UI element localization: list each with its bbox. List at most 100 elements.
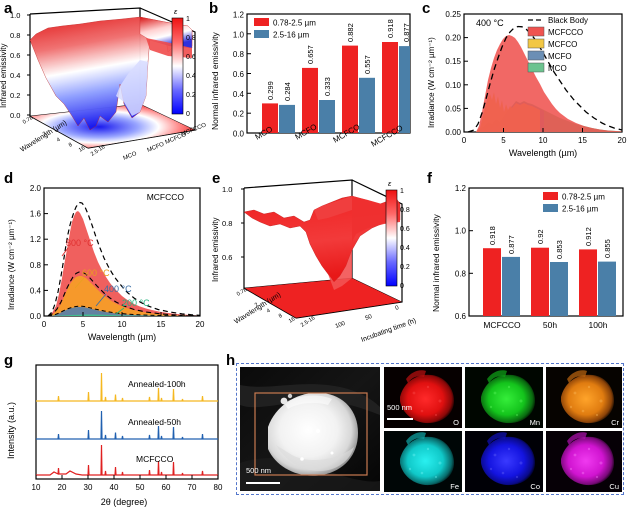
svg-text:0.333: 0.333 bbox=[323, 77, 332, 96]
trace-annealed-50h bbox=[36, 410, 218, 440]
svg-text:0.78-2.5 µm: 0.78-2.5 µm bbox=[562, 193, 605, 202]
svg-text:1.0: 1.0 bbox=[10, 11, 20, 20]
svg-text:0.877: 0.877 bbox=[507, 235, 516, 254]
panel-g-xaxis-label: 2θ (degree) bbox=[101, 497, 148, 507]
panel-a-colorbar-title: ε bbox=[174, 7, 178, 16]
panel-f: f 0.6 0.8 1.0 1.2 Normal infrared emissi… bbox=[425, 170, 630, 355]
panel-e-colorbar-title: ε bbox=[388, 179, 392, 188]
svg-text:5: 5 bbox=[501, 136, 506, 145]
svg-text:0.2: 0.2 bbox=[233, 110, 245, 119]
panel-g-trace-label-1: Annealed-50h bbox=[128, 417, 181, 427]
panel-f-yaxis-label: Normal infrared emissivity bbox=[431, 213, 441, 312]
svg-text:MCFCCO: MCFCCO bbox=[548, 28, 583, 37]
panel-a: a bbox=[0, 0, 208, 170]
eds-map-fe: Fe bbox=[384, 431, 462, 492]
svg-text:0.05: 0.05 bbox=[445, 104, 461, 113]
svg-text:0.853: 0.853 bbox=[555, 240, 564, 259]
panel-c-annotation: 400 °C bbox=[476, 18, 504, 28]
panel-f-cat-0: MCFCCO bbox=[483, 320, 521, 330]
svg-text:0.918: 0.918 bbox=[386, 19, 395, 38]
eds-label-cr: Cr bbox=[611, 418, 619, 427]
svg-text:10: 10 bbox=[118, 320, 127, 329]
panel-c-legend: Black Body MCFCCO MCFCO MCFO MCO bbox=[527, 16, 588, 73]
panel-a-depth-mcfo: MCFO bbox=[147, 142, 166, 154]
svg-text:30: 30 bbox=[84, 483, 93, 492]
panel-a-label: a bbox=[4, 0, 13, 17]
eds-map-o: O 500 nm bbox=[384, 367, 462, 428]
svg-text:0.6: 0.6 bbox=[10, 51, 20, 60]
panel-g-trace-label-2: MCFCCO bbox=[136, 454, 174, 464]
svg-text:1.2: 1.2 bbox=[455, 184, 467, 193]
svg-text:0.0: 0.0 bbox=[233, 130, 245, 139]
panel-b-label: b bbox=[209, 0, 219, 17]
svg-text:15: 15 bbox=[578, 136, 587, 145]
svg-text:0.0: 0.0 bbox=[30, 312, 42, 321]
svg-text:0.78: 0.78 bbox=[236, 287, 248, 298]
bar-mcfcco-band2 bbox=[399, 46, 410, 133]
svg-text:0.10: 0.10 bbox=[445, 81, 461, 90]
svg-text:0.92: 0.92 bbox=[536, 229, 545, 244]
panel-d-plot: 0.0 0.4 0.8 1.2 1.6 2.0 Irradiance (W cm… bbox=[7, 184, 205, 342]
svg-text:0.78-2.5 µm: 0.78-2.5 µm bbox=[273, 19, 316, 28]
panel-g-trace-label-0: Annealed-100h bbox=[128, 379, 186, 389]
panel-a-depth-mcfcco: MCFCCO bbox=[181, 122, 208, 138]
panel-c-plot: 0.00 0.05 0.10 0.15 0.20 0.25 Irradiance… bbox=[427, 10, 627, 158]
trace-annealed-100h bbox=[36, 372, 218, 402]
svg-text:0.25: 0.25 bbox=[445, 10, 461, 19]
svg-text:16: 16 bbox=[288, 316, 296, 324]
bar-mcfcco-band1 bbox=[382, 42, 398, 133]
panel-c-yaxis-label: Irradiance (W cm⁻² µm⁻¹) bbox=[427, 37, 436, 128]
svg-text:8: 8 bbox=[278, 313, 284, 320]
bar-100h-band1 bbox=[579, 249, 597, 316]
svg-text:MCFO: MCFO bbox=[548, 52, 572, 61]
svg-text:1.0: 1.0 bbox=[455, 227, 467, 236]
svg-text:4: 4 bbox=[56, 137, 62, 144]
eds-label-o: O bbox=[453, 418, 459, 427]
svg-text:0: 0 bbox=[462, 136, 467, 145]
svg-text:MCO: MCO bbox=[548, 64, 567, 73]
svg-text:MCFCO: MCFCO bbox=[548, 40, 577, 49]
panel-c-xaxis-label: Wavelength (µm) bbox=[509, 148, 577, 158]
panel-d-label-800: 800 °C bbox=[66, 238, 94, 248]
eds-scale-bar-label: 500 nm bbox=[387, 403, 413, 412]
svg-text:60: 60 bbox=[162, 483, 171, 492]
panel-a-plot: 1.0 0.8 0.6 0.4 0.2 0.0 Infrared emissiv… bbox=[0, 7, 208, 162]
svg-text:0.2: 0.2 bbox=[400, 264, 410, 271]
svg-text:70: 70 bbox=[188, 483, 197, 492]
svg-text:2.0: 2.0 bbox=[30, 184, 42, 193]
svg-text:1: 1 bbox=[400, 188, 404, 195]
panel-f-cat-1: 50h bbox=[543, 320, 557, 330]
svg-text:0.6: 0.6 bbox=[222, 253, 232, 262]
trace-mcfcco bbox=[36, 444, 218, 476]
panel-a-depth-mco: MCO bbox=[123, 151, 139, 162]
panel-d: d 0.0 0.4 0.8 1.2 1.6 2.0 Irradiance (W … bbox=[0, 170, 210, 355]
svg-text:0.20: 0.20 bbox=[445, 34, 461, 43]
svg-text:80: 80 bbox=[214, 483, 223, 492]
bar-50h-band1 bbox=[531, 247, 549, 316]
panel-f-legend: 0.78-2.5 µm 2.5-16 µm bbox=[543, 192, 605, 214]
svg-text:10: 10 bbox=[32, 483, 41, 492]
svg-text:0.284: 0.284 bbox=[283, 82, 292, 101]
svg-text:1.2: 1.2 bbox=[30, 235, 42, 244]
eds-map-cr: Cr bbox=[546, 367, 622, 428]
panel-g-plot: Intensity (a.u.) Annealed-100h Annealed-… bbox=[6, 364, 223, 507]
panel-f-bars bbox=[483, 247, 616, 316]
panel-d-yaxis-label: Irradiance (W cm⁻² µm⁻¹) bbox=[7, 219, 16, 310]
svg-text:20: 20 bbox=[618, 136, 627, 145]
svg-text:0.6: 0.6 bbox=[455, 312, 467, 321]
svg-text:0.0: 0.0 bbox=[10, 111, 20, 120]
eds-label-mn: Mn bbox=[529, 418, 540, 427]
eds-scale-bar bbox=[387, 417, 413, 420]
stem-haadf-image: 500 nm bbox=[240, 367, 380, 491]
eds-map-mn: Mn bbox=[465, 367, 543, 428]
svg-text:Black Body: Black Body bbox=[548, 16, 588, 25]
svg-text:2.5-16 µm: 2.5-16 µm bbox=[273, 31, 310, 40]
panel-d-label-200: 200 °C bbox=[122, 298, 150, 308]
svg-text:1.6: 1.6 bbox=[30, 210, 42, 219]
svg-text:0.8: 0.8 bbox=[186, 35, 196, 42]
panel-d-annotation: MCFCCO bbox=[147, 192, 185, 202]
panel-g-label: g bbox=[4, 352, 14, 369]
panel-e-zaxis-label: Infrared emissivity bbox=[211, 218, 220, 282]
svg-text:0.882: 0.882 bbox=[346, 23, 355, 42]
